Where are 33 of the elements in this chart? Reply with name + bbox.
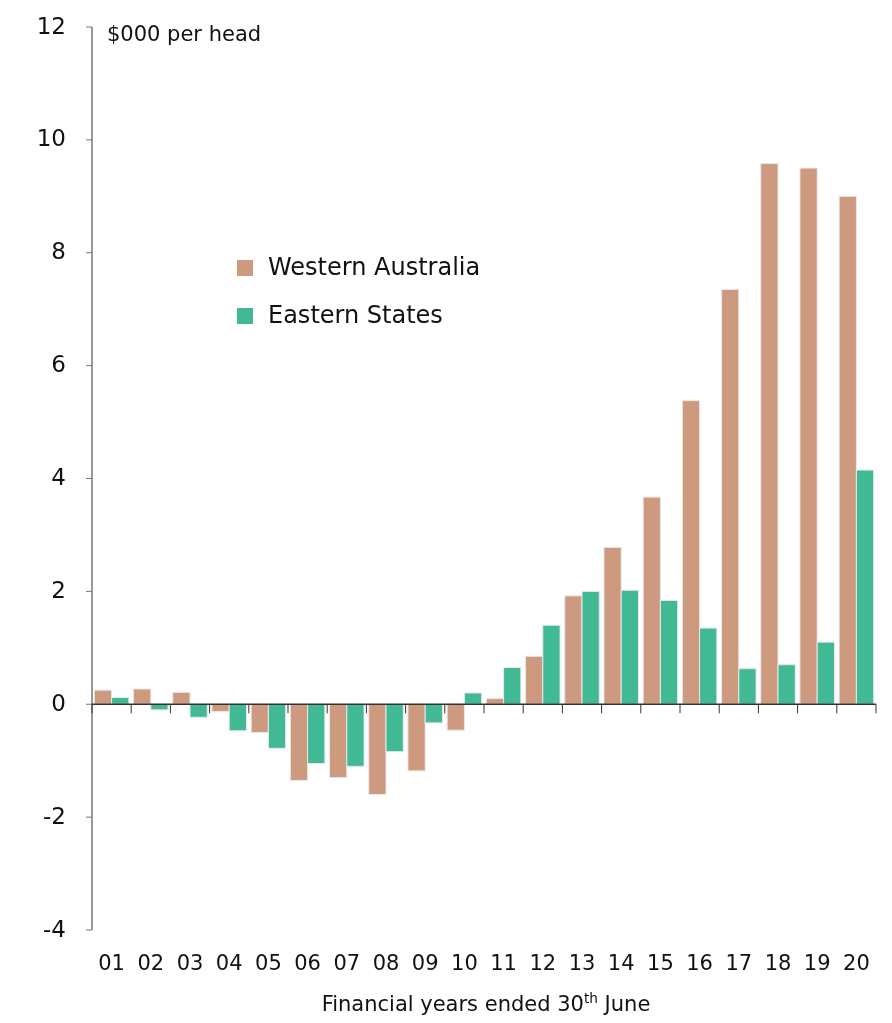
- x-tick-label: 06: [294, 951, 321, 975]
- y-tick-label: 2: [51, 576, 66, 603]
- y-axis-title: $000 per head: [107, 22, 262, 46]
- y-tick-label: 4: [51, 464, 66, 490]
- x-tick-label: 15: [647, 951, 674, 975]
- x-tick-label: 13: [568, 951, 596, 975]
- x-tick-label: 02: [137, 951, 165, 975]
- x-tick-label: 20: [843, 951, 870, 975]
- x-tick-label: 19: [803, 951, 831, 975]
- x-tick-label: 01: [98, 951, 125, 975]
- x-tick-label: 05: [255, 951, 282, 975]
- x-tick-label: 09: [411, 951, 439, 975]
- x-tick-label: 03: [176, 951, 204, 975]
- y-tick-label: 10: [36, 125, 66, 152]
- x-tick-label: 17: [725, 951, 753, 975]
- x-tick-label: 07: [333, 951, 361, 975]
- y-tick-label: -4: [43, 915, 66, 942]
- x-tick-label: 16: [686, 951, 713, 975]
- x-axis-title: Financial years ended 30$^{th}$ June: [321, 990, 651, 1016]
- legend-label: Eastern States: [268, 301, 443, 329]
- y-tick-label: -2: [43, 802, 66, 829]
- y-tick-label: 8: [51, 238, 66, 265]
- y-tick-label: 0: [51, 689, 66, 716]
- x-tick-label: 12: [529, 951, 557, 975]
- x-tick-label: 11: [490, 951, 517, 975]
- y-tick-label: 12: [36, 12, 66, 39]
- x-tick-label: 14: [607, 951, 635, 975]
- y-tick-label: 6: [51, 351, 66, 378]
- x-tick-label: 04: [215, 951, 243, 975]
- x-tick-label: 08: [372, 951, 400, 975]
- x-tick-label: 18: [764, 951, 792, 975]
- legend-label: Western Australia: [268, 253, 481, 281]
- x-tick-label: 10: [451, 951, 478, 975]
